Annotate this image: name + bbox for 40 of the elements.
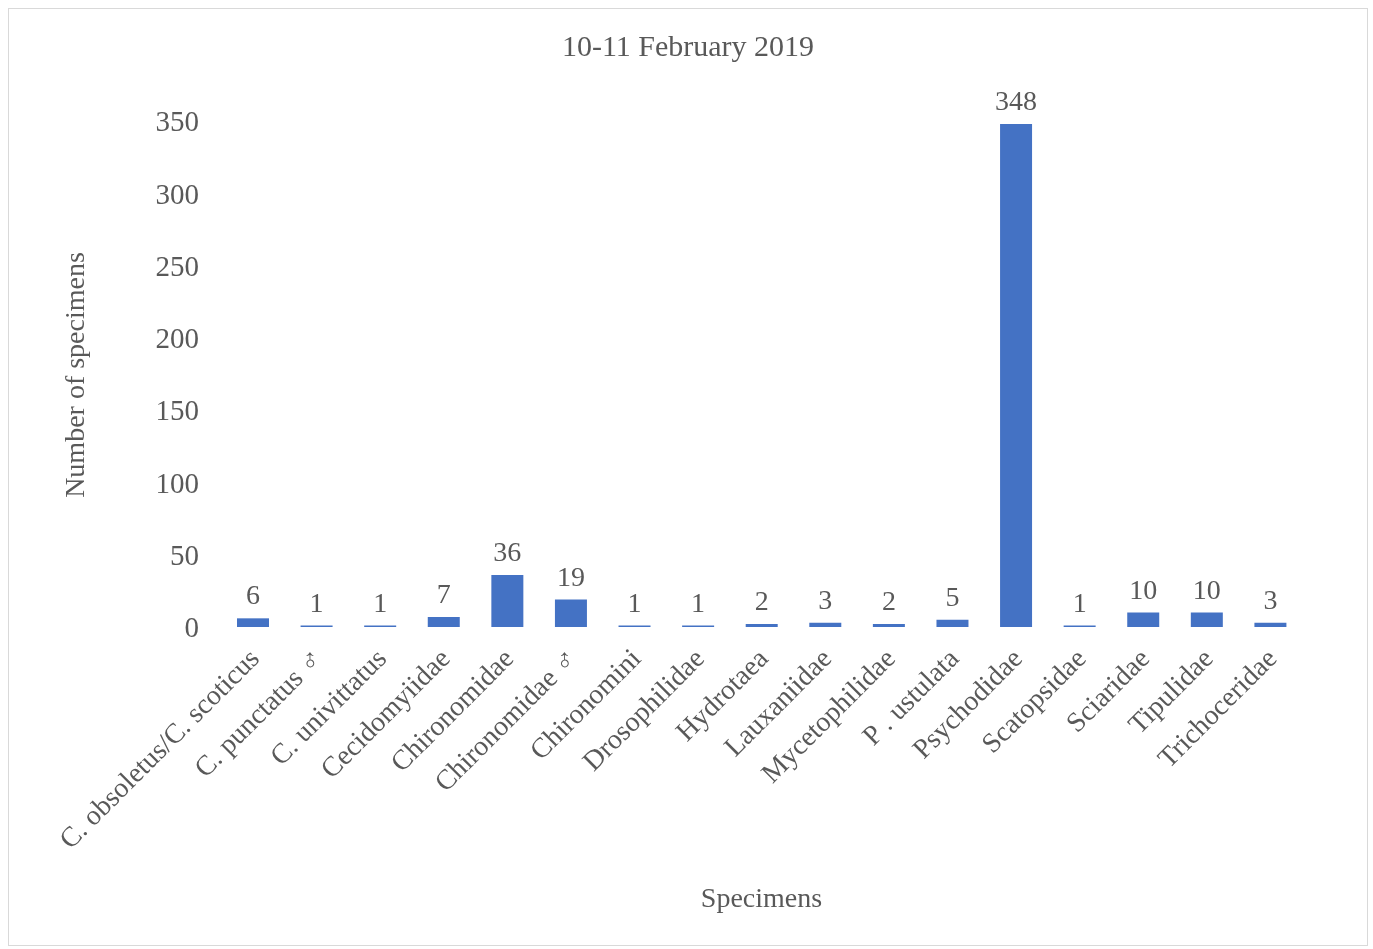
data-label: 1: [1072, 586, 1087, 618]
bar: [872, 624, 905, 627]
y-tick-label: 150: [155, 394, 199, 427]
bar: [936, 619, 969, 627]
data-label: 3: [1263, 583, 1278, 615]
y-tick-label: 100: [155, 466, 199, 499]
y-tick-label: 50: [170, 539, 199, 572]
y-axis-title: Number of specimens: [59, 252, 91, 498]
bar: [1190, 612, 1223, 627]
bar: [1254, 622, 1287, 627]
bar: [745, 624, 778, 627]
x-axis-title: Specimens: [699, 882, 824, 914]
y-tick-label: 200: [155, 322, 199, 355]
bar: [554, 599, 587, 627]
bar: [427, 616, 460, 627]
data-label: 10: [1129, 573, 1158, 605]
data-label: 348: [995, 84, 1038, 116]
data-label: 5: [945, 580, 960, 612]
bar: [237, 618, 269, 627]
bar: [491, 574, 524, 627]
y-tick-label: 250: [155, 249, 199, 282]
data-label: 2: [754, 585, 769, 617]
data-label: 3: [818, 583, 833, 615]
bar: [1000, 123, 1033, 627]
bar: [809, 622, 842, 627]
y-tick-label: 0: [184, 611, 199, 644]
y-tick-label: 300: [155, 177, 199, 210]
data-label: 19: [556, 560, 585, 592]
data-label: 1: [373, 586, 388, 618]
data-label: 1: [309, 586, 324, 618]
chart-title: 10-11 February 2019: [560, 29, 816, 63]
data-label: 6: [246, 579, 260, 611]
data-label: 1: [691, 586, 706, 618]
data-label: 36: [493, 535, 522, 567]
y-tick-label: 350: [155, 105, 199, 138]
bar: [1127, 612, 1160, 627]
data-label: 10: [1192, 573, 1221, 605]
data-label: 2: [881, 585, 896, 617]
data-label: 1: [627, 586, 642, 618]
data-label: 7: [436, 577, 451, 609]
